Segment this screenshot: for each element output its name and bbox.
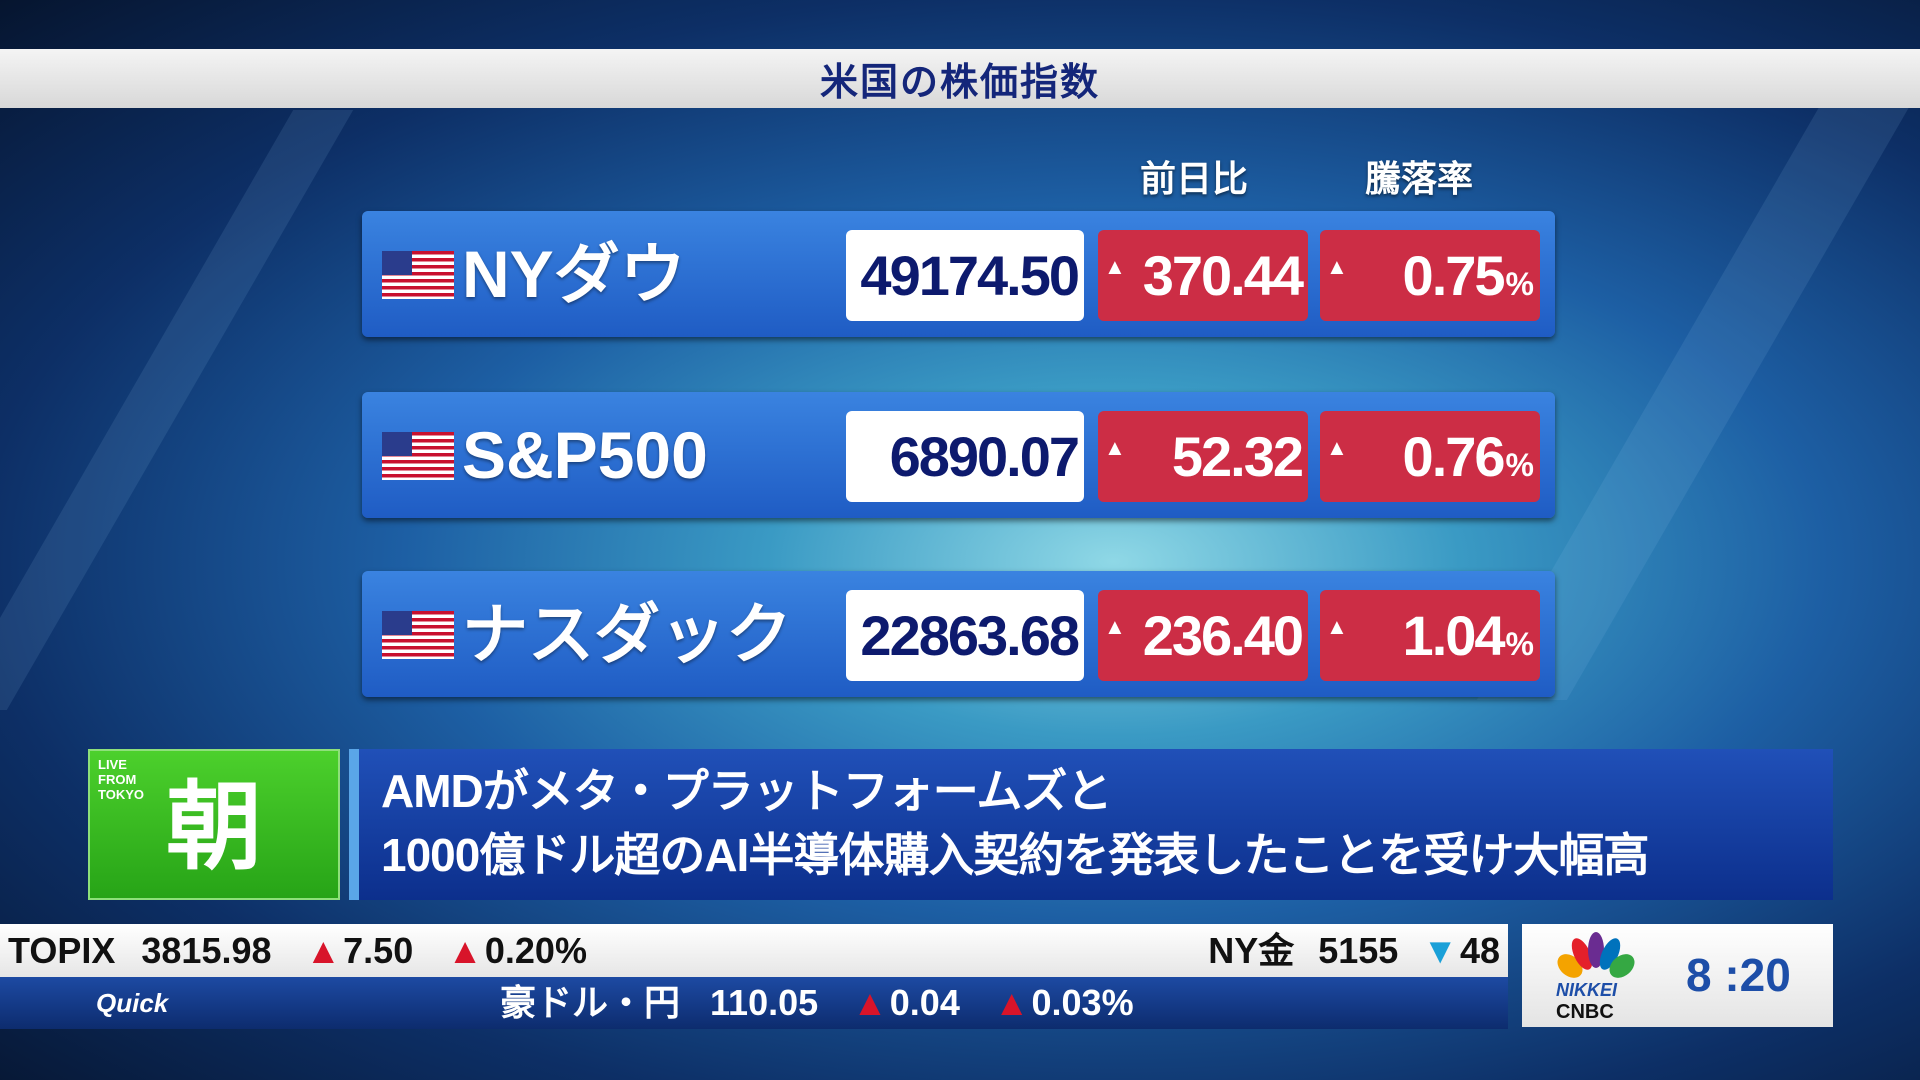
program-badge: LIVE FROM TOKYO 朝 (88, 749, 340, 900)
up-triangle-icon: ▲ (1326, 435, 1348, 460)
index-value: 49174.50 (846, 230, 1084, 321)
us-flag-icon (382, 251, 454, 299)
quick-logo: Quick (96, 988, 169, 1018)
column-header-rate: 騰落率 (1365, 158, 1474, 199)
index-name: NYダウ (462, 237, 686, 311)
index-row: ナスダック 22863.68 ▲ 236.40 ▲ 1.04% (362, 571, 1555, 697)
change-box: ▲ 52.32 (1098, 411, 1308, 502)
up-triangle-icon: ▲ (1104, 614, 1126, 639)
background-beam (0, 110, 354, 710)
up-triangle-icon: ▲ (1104, 435, 1126, 460)
gold-label: NY金 (1208, 930, 1295, 971)
down-triangle-icon: ▼ (1422, 930, 1458, 971)
percent-sign: % (1505, 266, 1534, 302)
clock: 8 :20 (1686, 949, 1791, 1001)
live-from-tokyo-label: LIVE FROM TOKYO (98, 757, 144, 802)
index-name: ナスダック (462, 597, 792, 671)
rate-box: ▲ 1.04% (1320, 590, 1540, 681)
headline-line-1: AMDがメタ・プラットフォームズと (381, 765, 1112, 817)
change-value: 236.40 (1142, 604, 1304, 667)
rate-box: ▲ 0.76% (1320, 411, 1540, 502)
index-value: 22863.68 (846, 590, 1084, 681)
rate-value: 0.76 (1402, 425, 1506, 488)
cnbc-text: CNBC (1556, 1001, 1614, 1023)
up-triangle-icon: ▲ (1104, 254, 1126, 279)
rate-value: 0.75 (1402, 244, 1506, 307)
rate-value: 1.04 (1402, 604, 1506, 667)
aud-rate: 0.03% (1031, 982, 1134, 1023)
topix-value: 3815.98 (141, 930, 272, 971)
change-value: 370.44 (1142, 244, 1304, 307)
program-name: 朝 (166, 774, 262, 881)
up-triangle-icon: ▲ (852, 982, 888, 1023)
ticker-bottom: Quick 豪ドル・円 110.05 ▲ 0.04 ▲ 0.03% (0, 977, 1508, 1029)
peacock-icon (1557, 932, 1635, 978)
aud-label: 豪ドル・円 (500, 982, 681, 1023)
percent-sign: % (1505, 447, 1534, 483)
change-value: 52.32 (1171, 425, 1304, 488)
up-triangle-icon: ▲ (1326, 614, 1348, 639)
change-box: ▲ 370.44 (1098, 230, 1308, 321)
topix-change: 7.50 (343, 930, 414, 971)
gold-value: 5155 (1318, 930, 1399, 971)
ticker-top: TOPIX 3815.98 ▲ 7.50 ▲ 0.20% NY金 5155 ▼ 4… (0, 924, 1508, 977)
up-triangle-icon: ▲ (1326, 254, 1348, 279)
topix-rate: 0.20% (484, 930, 587, 971)
aud-value: 110.05 (710, 982, 819, 1023)
index-row: S&P500 6890.07 ▲ 52.32 ▲ 0.76% (362, 392, 1555, 518)
nikkei-text: NIKKEI (1556, 980, 1618, 1000)
index-name: S&P500 (462, 418, 708, 492)
index-row: NYダウ 49174.50 ▲ 370.44 ▲ 0.75% (362, 211, 1555, 337)
page-title: 米国の株価指数 (819, 62, 1100, 104)
aud-change: 0.04 (889, 982, 960, 1023)
topix-label: TOPIX (8, 930, 116, 971)
gold-change: 48 (1459, 930, 1500, 971)
headline-line-2: 1000億ドル超のAI半導体購入契約を発表したことを受け大幅高 (381, 829, 1649, 881)
index-value: 6890.07 (846, 411, 1084, 502)
nikkei-cnbc-logo-box: NIKKEI CNBC 8 :20 (1522, 924, 1833, 1027)
us-flag-icon (382, 432, 454, 480)
change-box: ▲ 236.40 (1098, 590, 1308, 681)
us-flag-icon (382, 611, 454, 659)
up-triangle-icon: ▲ (305, 930, 342, 971)
percent-sign: % (1505, 626, 1534, 662)
headline-banner: AMDがメタ・プラットフォームズと 1000億ドル超のAI半導体購入契約を発表し… (349, 749, 1833, 900)
up-triangle-icon: ▲ (447, 930, 483, 971)
title-bar: 米国の株価指数 (0, 49, 1920, 108)
up-triangle-icon: ▲ (993, 982, 1030, 1023)
column-header-change: 前日比 (1140, 158, 1249, 199)
rate-box: ▲ 0.75% (1320, 230, 1540, 321)
